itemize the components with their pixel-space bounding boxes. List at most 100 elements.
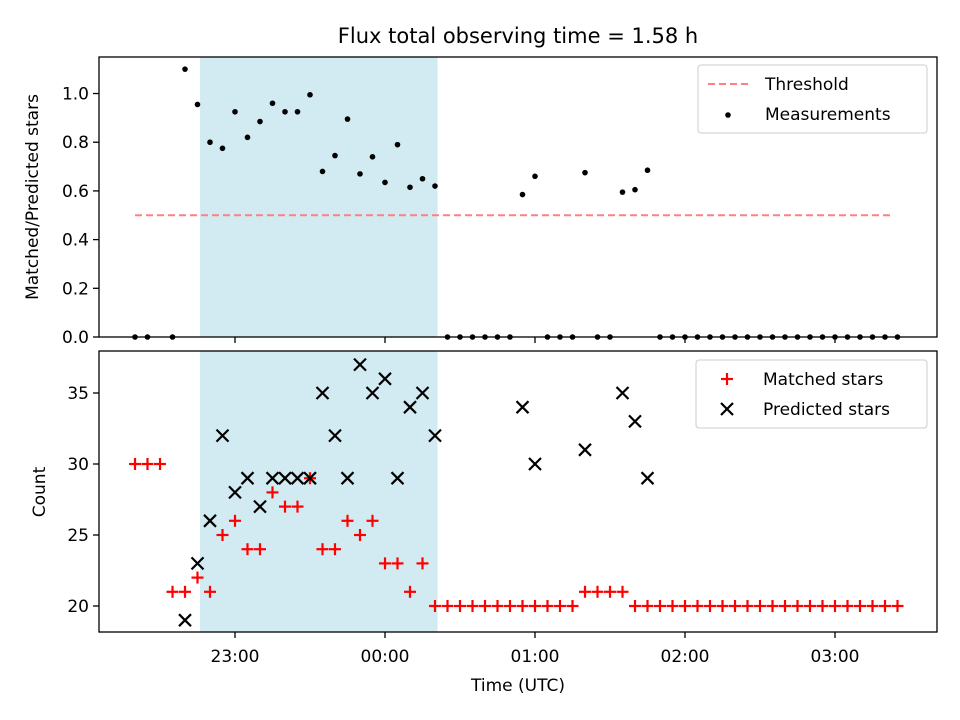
matched-star-marker	[754, 600, 766, 612]
measurement-points	[132, 66, 901, 340]
ratio-y-tick-label: 0.2	[62, 279, 89, 299]
measurement-point	[294, 108, 301, 115]
ratio-x-axis	[234, 337, 836, 343]
ratio-y-tick-label: 0.0	[62, 328, 89, 348]
matched-star-marker	[254, 543, 266, 556]
count-y-tick-label: 20	[67, 597, 89, 617]
legend-matched-swatch	[721, 373, 733, 385]
predicted-star-marker	[578, 443, 592, 457]
matched-star-marker	[341, 514, 354, 527]
predicted-star-marker	[328, 428, 342, 443]
measurement-point	[632, 186, 638, 193]
ratio-legend: Threshold Measurements	[697, 64, 928, 134]
matched-star-marker	[504, 600, 516, 612]
matched-star-marker	[366, 514, 379, 527]
count-x-tick-label: 02:00	[661, 647, 710, 667]
measurement-point	[394, 141, 401, 148]
predicted-star-marker	[290, 471, 305, 485]
count-x-tick-label: 00:00	[361, 647, 410, 667]
matched-star-marker	[354, 529, 366, 541]
measurement-point	[332, 152, 338, 159]
measurement-point	[432, 183, 438, 189]
ratio-legend-box	[697, 64, 928, 134]
ratio-y-tick-label: 0.8	[62, 133, 89, 153]
count-x-axis: 23:00 00:00 01:00 02:00 03:00	[211, 632, 860, 667]
matched-star-marker	[429, 600, 441, 612]
matched-star-marker	[266, 486, 279, 499]
count-x-tick-label: 01:00	[511, 647, 560, 667]
predicted-star-marker	[265, 471, 280, 485]
matched-star-marker	[829, 600, 841, 612]
count-legend-box	[695, 359, 928, 429]
matched-star-marker	[241, 543, 254, 556]
matched-star-marker	[516, 600, 529, 612]
matched-star-marker	[441, 600, 454, 612]
matched-star-marker	[204, 585, 216, 598]
count-y-label: Count	[30, 466, 50, 517]
count-x-tick-label: 23:00	[211, 647, 260, 667]
measurement-point	[644, 167, 651, 174]
predicted-star-marker	[303, 471, 317, 485]
ratio-y-label: Matched/Predicted stars	[23, 94, 43, 300]
matched-star-marker	[654, 600, 666, 612]
count-x-tick-label: 03:00	[811, 647, 860, 667]
legend-measurements-label: Measurements	[765, 105, 891, 125]
matched-star-marker	[604, 585, 616, 598]
predicted-star-marker	[228, 485, 242, 500]
measurement-point	[207, 139, 213, 146]
predicted-star-marker	[215, 428, 230, 443]
measurement-point	[232, 108, 238, 115]
measurement-point	[194, 101, 201, 108]
chart-title: Flux total observing time = 1.58 h	[338, 24, 698, 48]
matched-star-marker	[866, 600, 879, 612]
predicted-star-marker	[640, 471, 655, 485]
count-panel: 20 25 30 35 23:00 00:00 01:00 02:00 03:00 Count…	[30, 350, 938, 696]
measurement-point	[419, 175, 426, 182]
matched-star-marker	[629, 600, 641, 612]
count-y-tick-label: 35	[67, 384, 89, 404]
matched-star-marker	[129, 458, 141, 470]
ratio-y-tick-label: 0.4	[62, 231, 89, 251]
count-legend: Matched stars Predicted stars	[695, 359, 928, 429]
predicted-star-marker	[415, 386, 430, 400]
measurement-point	[182, 66, 188, 72]
matched-star-marker	[891, 600, 904, 612]
legend-matched-label: Matched stars	[763, 370, 883, 390]
matched-star-marker	[316, 543, 329, 556]
matched-star-marker	[329, 543, 341, 556]
measurement-point	[244, 134, 251, 141]
matched-star-marker	[641, 600, 654, 612]
matched-star-marker	[216, 529, 229, 541]
predicted-star-marker	[253, 499, 267, 514]
matched-star-marker	[141, 458, 154, 470]
observing-window-shade	[200, 57, 438, 337]
predicted-star-marker	[340, 471, 355, 485]
ratio-y-axis: 0.0 0.2 0.4 0.6 0.8 1.0	[62, 85, 99, 348]
predicted-stars-points	[178, 357, 655, 627]
matched-star-marker	[666, 600, 679, 612]
x-axis-label: Time (UTC)	[470, 676, 565, 696]
matched-star-marker	[291, 500, 304, 513]
measurement-point	[619, 189, 626, 195]
measurement-point	[532, 173, 538, 180]
matched-star-marker	[229, 514, 241, 527]
predicted-star-marker	[353, 357, 367, 372]
matched-star-marker	[179, 585, 191, 598]
count-y-tick-label: 25	[67, 526, 89, 546]
predicted-star-marker	[278, 471, 292, 485]
matched-star-marker	[716, 600, 729, 612]
predicted-star-marker	[178, 613, 192, 627]
matched-star-marker	[191, 571, 204, 584]
ratio-y-tick-label: 0.6	[62, 182, 89, 202]
matched-star-marker	[679, 600, 691, 612]
predicted-star-marker	[365, 386, 380, 400]
count-y-axis: 20 25 30 35	[67, 384, 99, 617]
predicted-star-marker	[628, 414, 642, 429]
matched-star-marker	[779, 600, 791, 612]
matched-star-marker	[854, 600, 866, 612]
ratio-panel: 0.0 0.2 0.4 0.6 0.8 1.0 Matched/Predicted sta…	[23, 56, 938, 348]
predicted-star-marker	[528, 457, 542, 471]
measurement-point	[519, 191, 526, 198]
matched-star-marker	[379, 557, 391, 570]
